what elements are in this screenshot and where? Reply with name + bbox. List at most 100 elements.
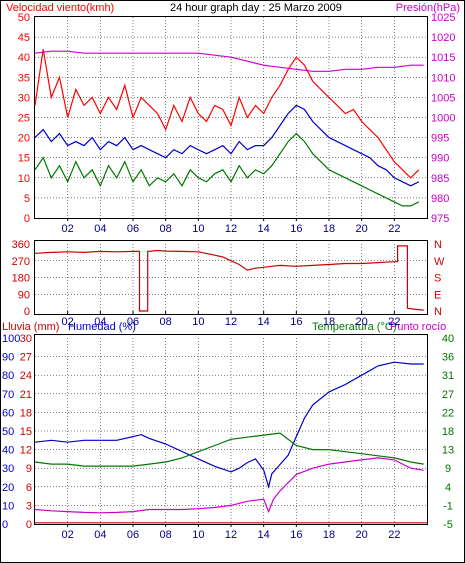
wind-speed-tick-label: 10 [18,173,30,185]
x-tick-label: 04 [94,223,106,235]
x-tick-label: 12 [225,529,237,541]
temperature-tick-label: 31 [442,370,454,382]
x-tick-label: 16 [290,316,302,328]
rain-tick-label: 24 [20,370,32,382]
x-tick-label: 08 [160,529,172,541]
humidity-tick-label: 20 [2,482,14,494]
x-tick-label: 18 [323,316,335,328]
humidity-tick-label: 100 [2,333,20,345]
wind-speed-tick-label: 15 [18,153,30,165]
wind-direction-tick-label: 0 [24,306,30,318]
rain-tick-label: 21 [20,389,32,401]
x-tick-label: 14 [258,316,270,328]
rain-tick-label: 12 [20,445,32,457]
pressure-tick-label: 1010 [431,72,455,84]
compass-tick-label: N [434,239,442,251]
rain-tick-label: 27 [20,352,32,364]
wind-speed-tick-label: 25 [18,113,30,125]
x-tick-label: 02 [62,529,74,541]
wind-speed-tick-label: 20 [18,133,30,145]
pressure-tick-label: 995 [431,133,449,145]
wind-speed-tick-label: 50 [18,12,30,24]
pressure-tick-label: 1005 [431,92,455,104]
temperature-tick-label: -1 [443,500,453,512]
humidity-tick-label: 10 [2,500,14,512]
series-line-0-2 [34,132,420,207]
x-tick-label: 22 [388,223,400,235]
x-tick-label: 10 [192,223,204,235]
rain-tick-label: 0 [26,519,32,531]
series-line-2-1 [34,361,424,490]
x-tick-label: 04 [94,316,106,328]
x-tick-label: 12 [225,223,237,235]
pressure-tick-label: 1000 [431,113,455,125]
series-line-1-0 [34,245,424,312]
rain-axis-label: Lluvia (mm) [2,321,59,333]
pressure-tick-label: 1020 [431,32,455,44]
x-tick-label: 14 [258,529,270,541]
humidity-tick-label: 90 [2,352,14,364]
x-tick-label: 02 [62,316,74,328]
series-line-2-3 [34,457,424,514]
rain-tick-label: 9 [26,463,32,475]
wind-speed-tick-label: 0 [24,213,30,225]
temperature-tick-label: 36 [442,352,454,364]
series-line-2-2 [34,432,424,467]
temperature-tick-label: -5 [443,519,453,531]
x-tick-label: 06 [127,316,139,328]
temperature-tick-label: 4 [445,482,451,494]
wind-speed-tick-label: 30 [18,92,30,104]
wind-speed-tick-label: 5 [24,193,30,205]
compass-tick-label: W [434,256,445,268]
temperature-axis-label: Temperatura (°C) [312,321,396,333]
temperature-tick-label: 13 [442,445,454,457]
x-tick-label: 16 [290,529,302,541]
humidity-tick-label: 50 [2,426,14,438]
x-tick-label: 08 [160,316,172,328]
temperature-tick-label: 22 [442,407,454,419]
x-tick-label: 14 [258,223,270,235]
wind-speed-tick-label: 40 [18,52,30,64]
humidity-axis-label: Humedad (%) [68,321,136,333]
series-line-0-0 [34,49,420,179]
x-tick-label: 06 [127,529,139,541]
panel-wind-direction-frame [34,240,428,315]
wind-speed-axis-label: Velocidad viento(kmh) [6,2,114,14]
temperature-tick-label: 40 [442,333,454,345]
humidity-tick-label: 0 [2,519,8,531]
pressure-tick-label: 1015 [431,52,455,64]
x-tick-label: 10 [192,529,204,541]
wind-direction-tick-label: 270 [12,256,30,268]
x-tick-label: 20 [356,529,368,541]
humidity-tick-label: 30 [2,463,14,475]
x-tick-label: 16 [290,223,302,235]
pressure-tick-label: 975 [431,213,449,225]
x-tick-label: 22 [388,316,400,328]
compass-tick-label: E [434,289,441,301]
dewpoint-axis-label: Punto rocío [390,321,446,333]
temperature-tick-label: 18 [442,426,454,438]
x-tick-label: 04 [94,529,106,541]
x-tick-label: 06 [127,223,139,235]
wind-direction-tick-label: 180 [12,273,30,285]
wind-direction-tick-label: 90 [18,289,30,301]
humidity-tick-label: 60 [2,407,14,419]
pressure-axis-label: Presión(hPa) [396,2,460,14]
temperature-tick-label: 9 [445,463,451,475]
series-line-0-1 [34,104,420,187]
x-tick-label: 12 [225,316,237,328]
humidity-tick-label: 40 [2,445,14,457]
wind-direction-tick-label: 360 [12,239,30,251]
wind-speed-tick-label: 45 [18,32,30,44]
humidity-tick-label: 70 [2,389,14,401]
x-tick-label: 02 [62,223,74,235]
x-tick-label: 20 [356,316,368,328]
pressure-tick-label: 990 [431,153,449,165]
wind-speed-tick-label: 35 [18,72,30,84]
x-tick-label: 18 [323,529,335,541]
rain-tick-label: 15 [20,426,32,438]
x-tick-label: 22 [388,529,400,541]
rain-tick-label: 6 [26,482,32,494]
